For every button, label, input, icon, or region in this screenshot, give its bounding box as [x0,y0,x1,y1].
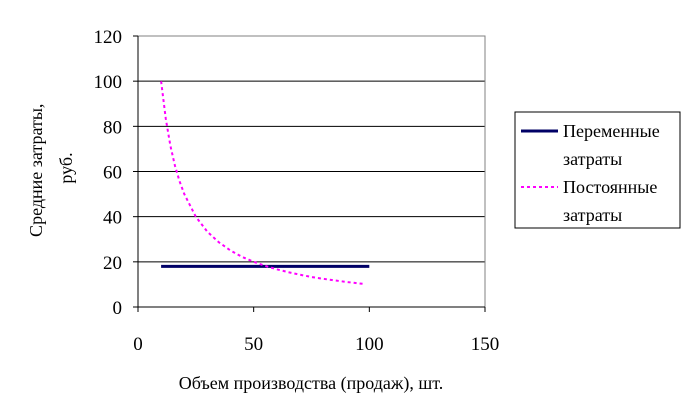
x-tick-label: 150 [471,334,500,355]
y-tick-label: 80 [103,117,122,138]
y-axis-title-line-2: руб. [56,152,76,183]
x-axis-title: Объем производства (продаж), шт. [179,373,443,394]
y-axis-ticks: 0 20 40 60 80 100 120 [94,27,139,319]
grid-lines [138,35,485,263]
y-axis-title: Средние затраты, руб. [26,99,76,237]
series-line-2 [160,81,365,285]
legend-label: затраты [563,205,622,225]
x-tick-label: 0 [133,334,143,355]
y-tick-label: 60 [103,163,122,184]
y-tick-label: 120 [94,27,123,48]
x-axis-ticks: 0 50 100 150 [133,306,500,355]
y-tick-label: 40 [103,208,122,229]
y-axis-title-line-1: Средние затраты, [26,104,46,237]
x-tick-label: 50 [244,334,263,355]
y-tick-label: 100 [94,72,123,93]
y-tick-label: 0 [113,298,123,319]
legend: Переменные затраты Постоянные затраты [514,111,681,229]
legend-label: затраты [563,149,622,169]
series-lines [160,81,370,285]
x-tick-label: 100 [355,334,384,355]
y-tick-label: 20 [103,253,122,274]
legend-label: Постоянные [563,177,657,197]
legend-label: Переменные [563,121,660,141]
